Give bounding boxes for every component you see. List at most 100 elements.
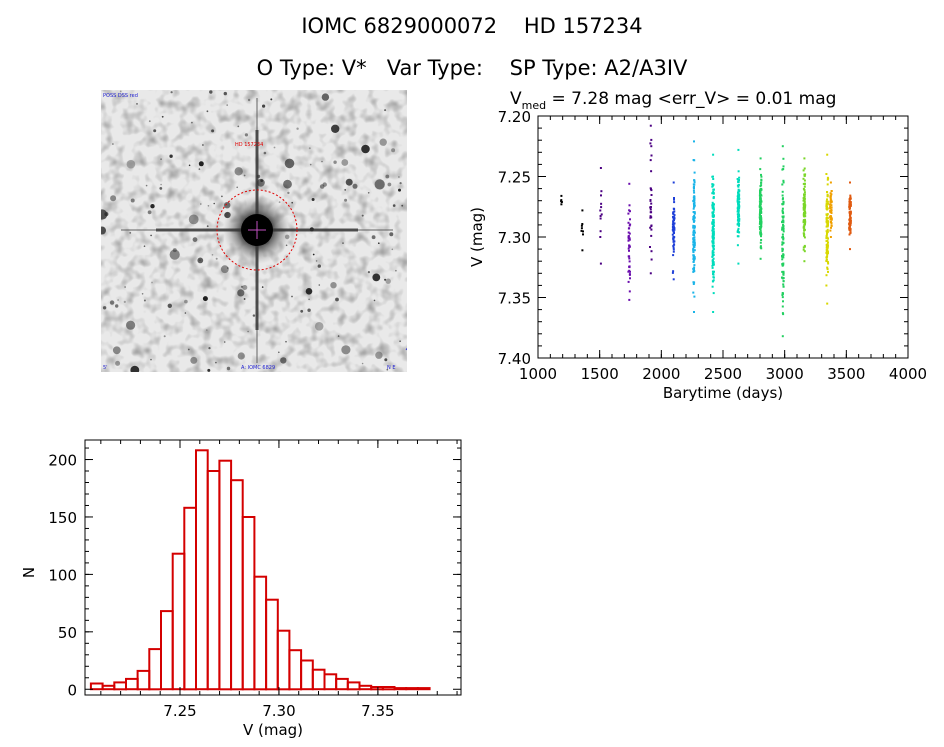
data-point (711, 201, 714, 204)
data-point (781, 254, 784, 257)
field-star (159, 187, 163, 190)
field-star (160, 183, 162, 186)
data-point (649, 226, 652, 229)
data-point (848, 214, 851, 217)
data-point (737, 202, 740, 205)
data-point (782, 253, 785, 256)
data-point (628, 232, 631, 235)
data-point (712, 244, 715, 247)
data-point (649, 206, 652, 208)
histogram-bar (171, 552, 186, 691)
data-point (712, 253, 714, 256)
field-star (213, 202, 215, 205)
field-star (145, 184, 148, 187)
field-star (260, 179, 264, 182)
finder-chart-image: POSS DSS red HD 157234 5' A: IOMC 6829 N… (101, 90, 407, 372)
data-point (781, 305, 784, 308)
data-point (849, 220, 852, 223)
data-point (712, 280, 714, 283)
field-star (167, 303, 172, 308)
field-star (160, 158, 162, 161)
data-point (759, 193, 762, 196)
data-point (627, 239, 630, 242)
data-point (737, 180, 740, 183)
data-point (781, 190, 784, 193)
data-point (827, 241, 829, 244)
light-curve-xlabel: Barytime (days) (663, 384, 783, 402)
field-star (112, 143, 114, 145)
data-point (672, 278, 675, 281)
field-star (109, 300, 115, 305)
data-point (738, 179, 740, 181)
data-point (759, 195, 762, 198)
data-point (759, 190, 762, 193)
data-point (781, 264, 784, 266)
y-tick-label: 100 (48, 566, 77, 584)
data-point (782, 225, 785, 228)
field-star (215, 257, 218, 260)
data-point (712, 238, 715, 241)
data-point (781, 270, 784, 273)
light-curve-points (560, 124, 852, 338)
x-tick-label: 3000 (766, 365, 804, 383)
field-star (337, 335, 340, 337)
data-point (781, 183, 784, 186)
data-point (693, 140, 695, 143)
data-point (759, 196, 762, 199)
data-point (759, 227, 762, 230)
data-point (736, 213, 739, 216)
field-star (223, 341, 226, 343)
data-point (759, 205, 762, 208)
field-star (311, 198, 315, 201)
magnitude-histogram: 7.25 7.30 7.35 0 50 100 150 200 V (mag) N (20, 439, 462, 739)
data-point (693, 226, 696, 229)
data-point (672, 224, 675, 227)
data-point (692, 196, 695, 199)
data-point (802, 177, 805, 180)
field-star (117, 299, 119, 301)
data-point (712, 215, 715, 218)
data-point (782, 285, 785, 288)
data-point (848, 226, 851, 229)
x-tick-label: 7.25 (163, 702, 196, 720)
data-point (848, 206, 851, 209)
data-point (804, 219, 806, 222)
data-point (738, 198, 740, 201)
data-point (582, 233, 584, 236)
data-point (782, 219, 785, 222)
data-point (599, 230, 602, 233)
data-point (693, 242, 696, 245)
field-star (102, 306, 107, 310)
data-point (580, 229, 583, 232)
data-point (737, 210, 740, 213)
data-point (693, 311, 695, 313)
data-point (759, 257, 762, 260)
data-point (830, 190, 833, 193)
field-star (247, 330, 249, 333)
field-star (385, 278, 391, 284)
data-point (826, 244, 829, 247)
data-point (803, 234, 805, 237)
y-tick-label: 150 (48, 509, 77, 527)
data-point (781, 243, 784, 246)
field-star (188, 164, 191, 167)
data-point (599, 236, 602, 238)
data-point (803, 236, 806, 239)
data-point (628, 257, 631, 260)
data-point (712, 263, 714, 266)
histogram-bar (416, 687, 431, 691)
var-type-label: Var Type: (386, 56, 483, 80)
data-point (759, 231, 762, 234)
y-tick-label: 7.40 (498, 350, 531, 368)
field-star (312, 253, 315, 256)
data-point (711, 183, 714, 186)
data-point (627, 227, 630, 230)
field-star (130, 365, 140, 372)
field-star (209, 90, 213, 94)
field-star (307, 308, 311, 312)
field-star (123, 300, 126, 303)
field-star (278, 201, 281, 203)
data-point (628, 273, 631, 276)
data-point (781, 207, 784, 210)
data-point (759, 245, 762, 248)
